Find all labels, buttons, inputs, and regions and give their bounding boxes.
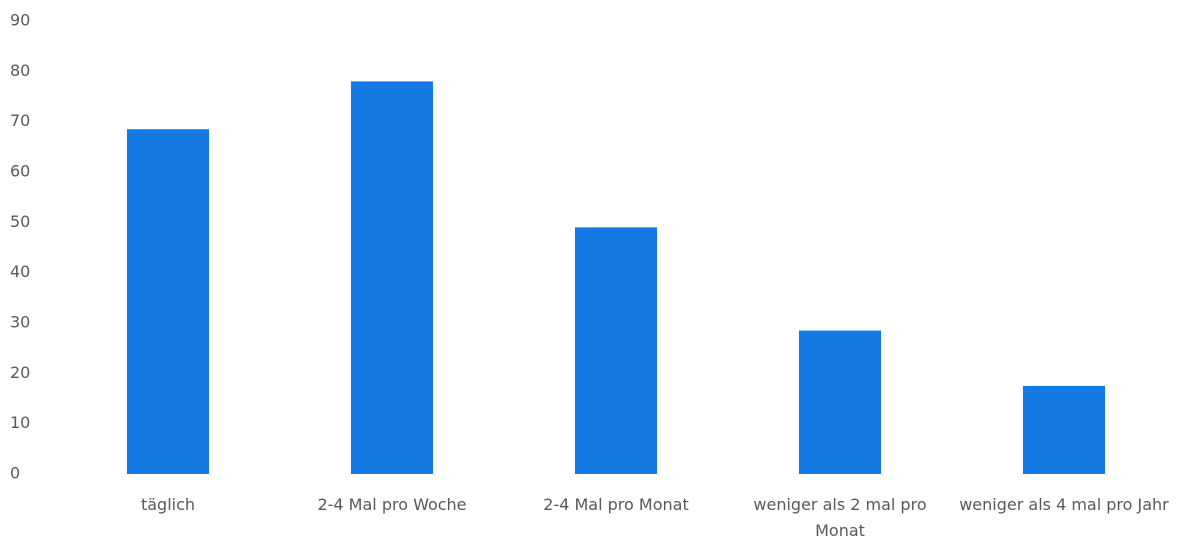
x-tick-label: 2-4 Mal pro Woche bbox=[317, 495, 467, 514]
x-tick-label: weniger als 2 mal pro Monat bbox=[753, 495, 927, 540]
y-tick-label: 30 bbox=[10, 313, 30, 332]
y-tick-label: 60 bbox=[10, 162, 30, 181]
x-tick-label: täglich bbox=[140, 495, 196, 514]
y-tick-label: 80 bbox=[10, 61, 30, 80]
bar bbox=[575, 227, 657, 474]
y-tick-label: 20 bbox=[10, 363, 30, 382]
y-tick-label: 50 bbox=[10, 212, 30, 231]
y-tick-label: 10 bbox=[10, 413, 30, 432]
x-tick-label: 2-4 Mal pro Monat bbox=[543, 495, 689, 514]
bar bbox=[1023, 385, 1105, 474]
y-tick-label: 70 bbox=[10, 111, 30, 130]
y-tick-label: 90 bbox=[10, 11, 30, 30]
y-tick-label: 0 bbox=[10, 464, 20, 483]
bar bbox=[799, 330, 881, 474]
bar bbox=[127, 129, 209, 474]
x-tick-label: weniger als 4 mal pro Jahr bbox=[959, 495, 1169, 514]
bar bbox=[351, 81, 433, 475]
y-tick-label: 40 bbox=[10, 262, 30, 281]
